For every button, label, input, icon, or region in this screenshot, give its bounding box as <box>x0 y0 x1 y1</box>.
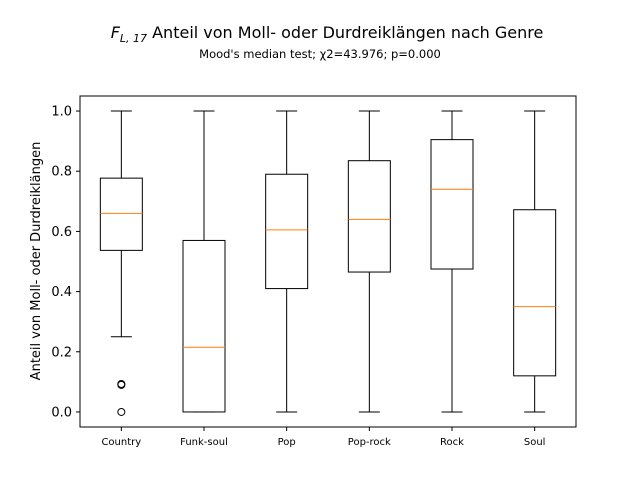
title-symbol: F <box>111 23 121 42</box>
y-tick-label: 1.0 <box>51 105 72 120</box>
chart-subtitle: Mood's median test; χ2=43.976; p=0.000 <box>199 47 441 61</box>
title-main: Anteil von Moll- oder Durdreiklängen nac… <box>152 23 543 42</box>
x-tick-label: Soul <box>524 437 546 448</box>
x-tick-label: Funk-soul <box>180 437 228 448</box>
y-tick-label: 0.2 <box>51 345 72 360</box>
title-subscript: L, 17 <box>120 32 147 45</box>
x-tick-label: Rock <box>440 437 464 448</box>
x-tick-label: Pop-rock <box>348 437 391 448</box>
chart-title: FL, 17 Anteil von Moll- oder Durdreiklän… <box>111 23 544 45</box>
y-tick-label: 0.4 <box>51 285 72 300</box>
box-country <box>99 177 143 251</box>
box-pop-rock <box>347 160 391 273</box>
box-rock <box>430 139 474 270</box>
x-tick-label: Country <box>101 437 141 448</box>
plot-area: 0.0 0.2 0.4 0.6 0.8 1.0 Country Funk-soul Pop Pop… <box>51 95 577 448</box>
y-axis-label: Anteil von Moll- oder Durdreiklängen <box>29 142 44 381</box>
x-tick-label: Pop <box>278 437 296 448</box>
axes-frame <box>79 95 577 428</box>
y-tick-label: 0.8 <box>51 165 72 180</box>
outlier-point <box>117 407 126 416</box>
box-pop <box>265 173 309 290</box>
outlier-point <box>117 379 126 388</box>
y-tick-label: 0.0 <box>51 405 72 420</box>
box-funk-soul <box>182 239 226 413</box>
y-tick-label: 0.6 <box>51 225 72 240</box>
box-soul <box>513 209 557 377</box>
